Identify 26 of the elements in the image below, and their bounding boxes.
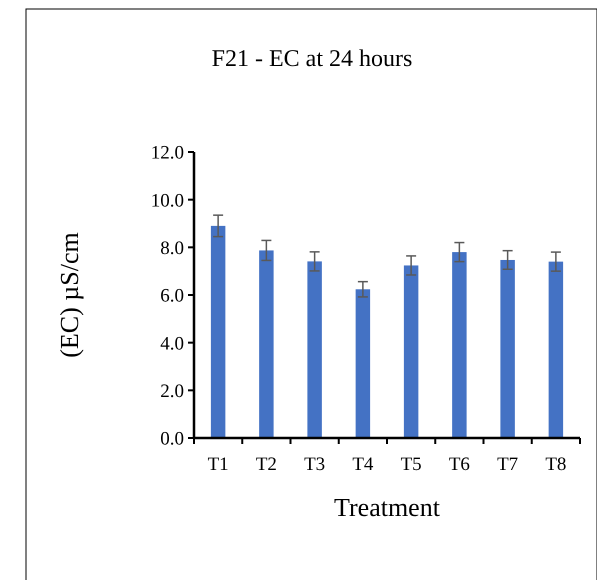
y-tick-label: 8.0: [160, 238, 184, 259]
x-axis-title: Treatment: [334, 493, 441, 522]
x-tick-label: T2: [256, 454, 277, 475]
x-tick-label: T4: [352, 454, 374, 475]
x-tick-label: T1: [208, 454, 229, 475]
y-tick-label: 10.0: [150, 190, 184, 212]
bar: [404, 265, 418, 438]
bar: [452, 252, 467, 438]
bar: [356, 289, 370, 438]
x-tick-label: T7: [497, 454, 518, 475]
y-tick-label: 12.0: [150, 142, 184, 164]
bar: [548, 262, 564, 438]
bar: [259, 250, 274, 438]
y-axis-title: (EC) µS/cm: [55, 232, 84, 358]
x-tick-label: T8: [545, 454, 566, 475]
x-tick-label: T3: [304, 454, 326, 475]
x-tick-label: T5: [400, 454, 422, 475]
bar: [307, 261, 322, 438]
bar: [500, 260, 515, 438]
bar: [210, 226, 226, 438]
x-tick-label: T6: [448, 454, 470, 475]
y-tick-label: 6.0: [160, 286, 184, 307]
y-tick-label: 0.0: [160, 428, 184, 450]
y-tick-label: 2.0: [160, 380, 184, 402]
y-tick-label: 4.0: [160, 333, 184, 354]
chart-title: F21 - EC at 24 hours: [212, 46, 412, 72]
